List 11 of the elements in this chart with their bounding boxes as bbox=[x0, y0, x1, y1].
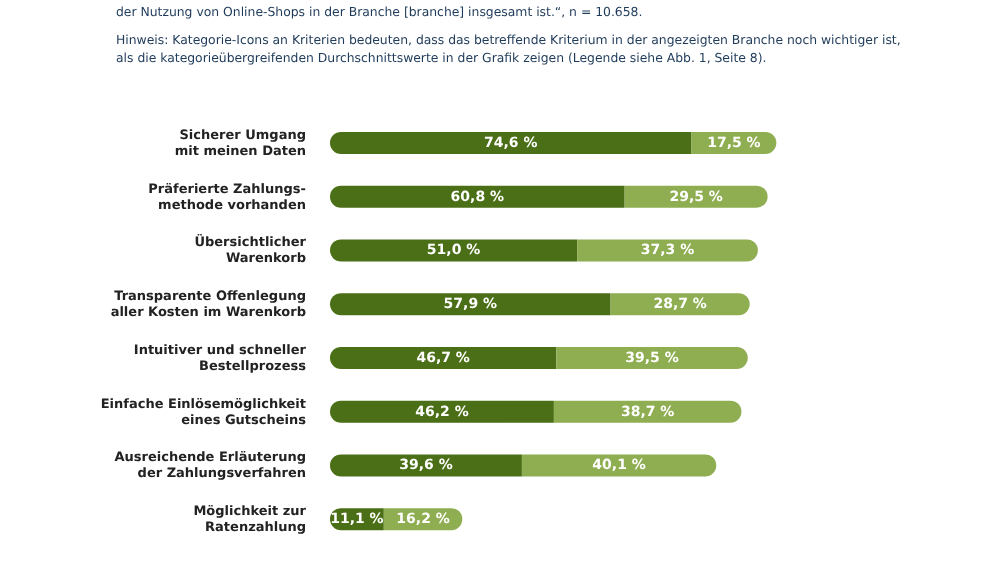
bar bbox=[330, 239, 578, 262]
bar bbox=[330, 131, 692, 154]
bar bbox=[577, 239, 758, 262]
bar bbox=[330, 293, 611, 316]
bar bbox=[330, 185, 625, 208]
bar bbox=[556, 346, 748, 369]
bar bbox=[330, 346, 557, 369]
bar bbox=[553, 400, 742, 423]
bar bbox=[330, 454, 522, 477]
bar bbox=[521, 454, 717, 477]
bar bbox=[330, 400, 554, 423]
